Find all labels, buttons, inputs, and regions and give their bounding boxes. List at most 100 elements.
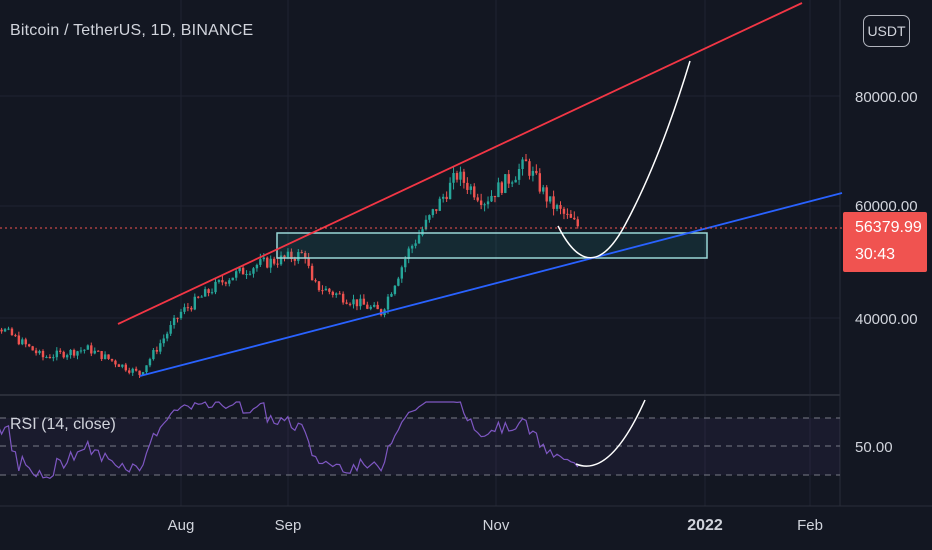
chart-title: Bitcoin / TetherUS, 1D, BINANCE — [10, 22, 254, 39]
candle-body — [128, 370, 131, 373]
candle-body — [224, 282, 228, 284]
candle-body — [38, 350, 41, 354]
upper-trendline[interactable] — [117, 2, 803, 325]
candle-body — [462, 171, 466, 183]
candle-body — [269, 258, 272, 268]
time-axis-label: Sep — [275, 517, 302, 534]
candle-body — [14, 335, 17, 337]
projection-curve[interactable] — [557, 60, 691, 259]
candle-body — [221, 280, 224, 283]
candle-body — [97, 350, 100, 352]
candle-body — [152, 350, 155, 360]
candle-body — [369, 306, 372, 309]
candle-body — [504, 174, 507, 193]
candle-body — [455, 173, 459, 180]
candle-body — [428, 215, 431, 220]
price-axis-label: 80000.00 — [855, 89, 918, 106]
candle-body — [197, 296, 200, 298]
candle-body — [252, 268, 255, 274]
candle-body — [335, 293, 338, 295]
candle-body — [414, 243, 417, 246]
candle-body — [0, 329, 3, 332]
candle-body — [390, 293, 393, 297]
candle-body — [562, 208, 566, 214]
candle-body — [24, 339, 27, 345]
candle-body — [238, 267, 241, 272]
candle-body — [207, 289, 210, 293]
candle-body — [476, 197, 479, 201]
candle-body — [459, 171, 462, 180]
candle-body — [376, 304, 379, 310]
candle-body — [162, 338, 165, 344]
candle-body — [445, 196, 448, 200]
support-zone-rectangle[interactable] — [276, 232, 708, 259]
candle-body — [266, 257, 269, 268]
candle-body — [479, 200, 483, 205]
candle-body — [283, 255, 286, 258]
price-axis[interactable]: 80000.00 60000.00 40000.00 50.00 — [855, 89, 918, 456]
candle-body — [521, 159, 524, 169]
candle-body — [72, 350, 76, 356]
candle-body — [7, 328, 10, 330]
candle-body — [279, 255, 283, 265]
candle-body — [483, 204, 486, 206]
candle-body — [62, 351, 65, 358]
currency-button[interactable]: USDT — [863, 15, 910, 47]
rsi-indicator-label[interactable]: RSI (14, close) — [10, 416, 116, 433]
candle-body — [34, 350, 38, 354]
candle-body — [148, 359, 152, 366]
time-axis[interactable]: Aug Sep Nov 2022 Feb — [168, 517, 823, 534]
candle-body — [314, 280, 317, 282]
candle-body — [511, 182, 514, 184]
candle-body — [379, 309, 383, 316]
candle-body — [355, 299, 359, 307]
candle-body — [245, 274, 248, 276]
candle-body — [352, 299, 355, 305]
candle-body — [566, 213, 569, 215]
candle-body — [328, 288, 331, 292]
candle-body — [69, 350, 72, 356]
rsi-line — [0, 401, 579, 479]
rsi-projection-curve[interactable] — [575, 399, 646, 467]
candle-body — [341, 293, 345, 303]
candle-body — [555, 205, 559, 209]
candle-body — [345, 302, 348, 304]
candle-body — [241, 267, 245, 275]
candle-body — [404, 259, 407, 268]
candle-body — [190, 307, 193, 310]
candle-body — [169, 325, 172, 334]
candle-body — [83, 349, 86, 351]
time-axis-label: Nov — [483, 517, 510, 534]
candle-body — [517, 168, 521, 180]
candle-body — [348, 303, 352, 305]
candle-body — [576, 219, 579, 227]
candle-body — [255, 264, 259, 269]
candle-body — [100, 351, 103, 360]
candle-body — [466, 182, 469, 190]
candle-body — [183, 307, 186, 312]
candle-body — [573, 217, 576, 220]
candle-body — [490, 195, 493, 202]
candle-body — [442, 196, 445, 199]
time-axis-label: Aug — [168, 517, 195, 534]
candle-body — [141, 372, 145, 376]
candle-body — [217, 280, 221, 282]
candle-body — [231, 277, 234, 281]
candle-body — [407, 248, 410, 260]
candle-body — [293, 258, 297, 261]
candle-body — [286, 251, 290, 258]
candle-body — [121, 364, 124, 367]
candle-body — [134, 368, 138, 371]
candle-body — [45, 356, 48, 358]
candle-body — [41, 350, 45, 358]
candle-body — [431, 209, 435, 216]
lower-trendline[interactable] — [139, 192, 843, 377]
candle-body — [124, 364, 127, 371]
candle-body — [59, 350, 62, 352]
candle-body — [304, 252, 307, 259]
last-price-value: 56379.99 — [855, 219, 922, 236]
candle-body — [338, 293, 341, 295]
candle-body — [310, 265, 314, 281]
candle-body — [235, 271, 238, 278]
